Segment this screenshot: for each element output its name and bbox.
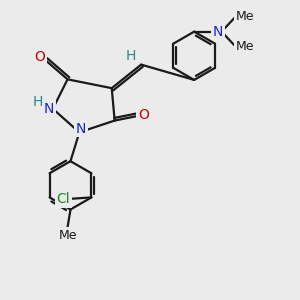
Text: N: N	[76, 122, 86, 136]
Text: Cl: Cl	[57, 192, 70, 206]
Text: Me: Me	[58, 229, 77, 242]
Text: O: O	[138, 108, 149, 122]
Text: Me: Me	[236, 40, 254, 53]
Text: O: O	[35, 50, 46, 64]
Text: N: N	[44, 102, 55, 116]
Text: H: H	[32, 95, 43, 109]
Text: N: N	[212, 25, 223, 39]
Text: H: H	[126, 50, 136, 63]
Text: Me: Me	[236, 10, 254, 23]
